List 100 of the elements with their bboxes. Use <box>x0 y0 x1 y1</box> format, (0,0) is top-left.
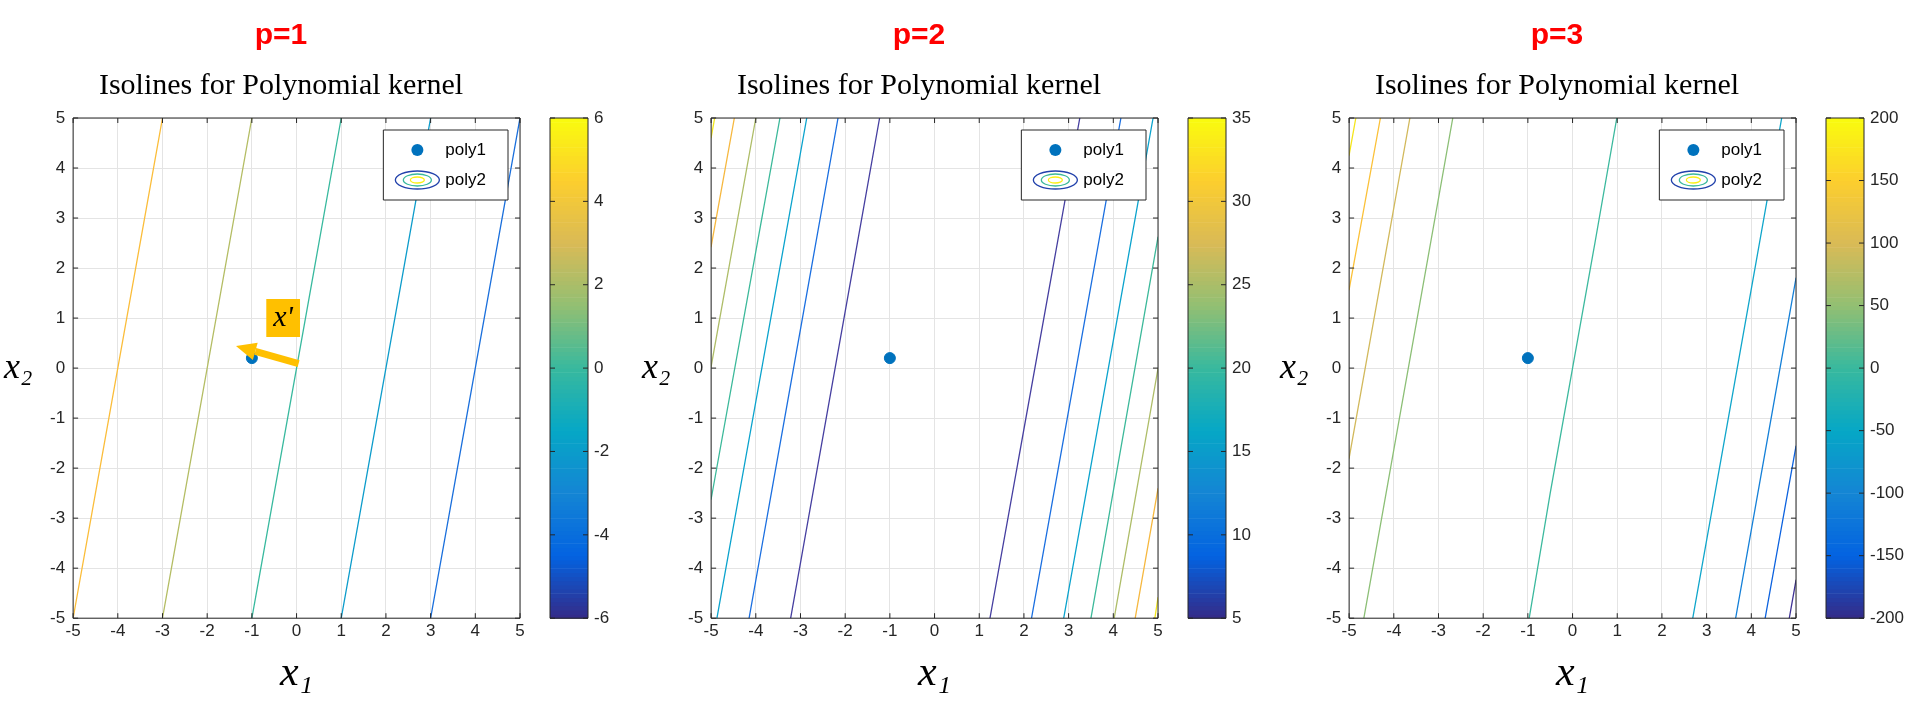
x-axis-title: x₁ <box>916 647 952 694</box>
x-tick-label: 4 <box>1108 621 1119 641</box>
color-bar-label: -2 <box>594 441 610 461</box>
x-tick-label: -1 <box>244 621 260 641</box>
y-axis-title: x₂ <box>641 345 671 386</box>
color-bar-label: -100 <box>1870 482 1905 502</box>
y-tick-label: 5 <box>1331 107 1342 127</box>
x-tick-label: -4 <box>110 621 126 641</box>
color-bar-label: 25 <box>1232 274 1251 294</box>
y-tick-label: 4 <box>693 157 704 177</box>
y-tick-label: -3 <box>687 507 704 527</box>
color-bar-label: 50 <box>1870 295 1889 315</box>
x-tick-label: 2 <box>1657 621 1667 641</box>
x-tick-label: 4 <box>1746 621 1757 641</box>
x-tick-label: 3 <box>1701 621 1712 641</box>
y-tick-label: 3 <box>1331 207 1342 227</box>
color-bar-label: -200 <box>1870 607 1905 627</box>
color-bar-label: 2 <box>594 274 604 294</box>
color-bar-label: 100 <box>1870 232 1899 252</box>
color-bar-label: 0 <box>594 357 604 377</box>
chart-subtitle: Isolines for Polynomial kernel <box>736 66 1102 100</box>
y-tick-label: 1 <box>693 307 704 327</box>
x-tick-label: -4 <box>748 621 764 641</box>
x-tick-label: -3 <box>154 621 171 641</box>
x-tick-label: -1 <box>1520 621 1536 641</box>
legend-label: poly2 <box>1721 169 1762 189</box>
chart-subtitle: Isolines for Polynomial kernel <box>1374 66 1740 100</box>
y-tick-label: 4 <box>1331 157 1342 177</box>
y-tick-label: 5 <box>55 107 66 127</box>
color-bar-label: -50 <box>1870 420 1895 440</box>
y-tick-label: 0 <box>693 357 704 377</box>
y-tick-label: -1 <box>1325 407 1342 427</box>
y-tick-label: -4 <box>1325 557 1342 577</box>
x-tick-label: -2 <box>199 621 215 641</box>
color-bar-label: -150 <box>1870 545 1905 565</box>
color-bar-label: 6 <box>594 107 604 127</box>
y-tick-label: 3 <box>55 207 66 227</box>
y-tick-label: -4 <box>687 557 704 577</box>
color-bar-label: 30 <box>1232 191 1251 211</box>
x-tick-label: -2 <box>837 621 853 641</box>
y-tick-label: -1 <box>687 407 704 427</box>
x-tick-label: -4 <box>1386 621 1402 641</box>
y-tick-label: 2 <box>55 257 66 277</box>
x-tick-label: 3 <box>425 621 436 641</box>
chart-title: p=1 <box>254 17 308 51</box>
x-tick-label: -3 <box>1430 621 1447 641</box>
x-tick-label: 1 <box>1612 621 1622 641</box>
y-tick-label: -2 <box>49 457 66 477</box>
x-tick-label: 5 <box>1153 621 1163 641</box>
color-bar-label: -6 <box>594 607 610 627</box>
y-tick-label: -2 <box>687 457 704 477</box>
y-axis-title: x₂ <box>3 345 33 386</box>
x-tick-label: 4 <box>470 621 481 641</box>
legend-label: poly1 <box>445 139 486 159</box>
y-tick-label: 2 <box>1331 257 1342 277</box>
x-tick-label: 1 <box>336 621 346 641</box>
y-tick-label: -5 <box>1325 607 1342 627</box>
y-tick-label: 1 <box>55 307 66 327</box>
x-tick-label: -2 <box>1475 621 1491 641</box>
x-tick-label: 1 <box>974 621 984 641</box>
legend-label: poly2 <box>1083 169 1124 189</box>
chart-title: p=2 <box>892 17 946 51</box>
x-tick-label: 0 <box>929 621 940 641</box>
legend-label: poly1 <box>1083 139 1124 159</box>
color-bar-label: 150 <box>1870 170 1899 190</box>
color-bar-label: -4 <box>594 524 610 544</box>
x-axis-title: x₁ <box>1554 647 1590 694</box>
annotation: x' <box>272 298 294 332</box>
chart-title: p=3 <box>1530 17 1584 51</box>
y-tick-label: 3 <box>693 207 704 227</box>
y-tick-label: -5 <box>687 607 704 627</box>
y-tick-label: 5 <box>693 107 704 127</box>
x-tick-label: 3 <box>1063 621 1074 641</box>
color-bar-label: 200 <box>1870 107 1899 127</box>
x-tick-label: -1 <box>882 621 898 641</box>
y-tick-label: -4 <box>49 557 66 577</box>
color-bar-label: 0 <box>1870 357 1880 377</box>
color-bar-label: 35 <box>1232 107 1251 127</box>
x-tick-label: 2 <box>1019 621 1029 641</box>
y-tick-label: 4 <box>55 157 66 177</box>
y-tick-label: 0 <box>55 357 66 377</box>
x-tick-label: 0 <box>1567 621 1578 641</box>
y-tick-label: 0 <box>1331 357 1342 377</box>
y-tick-label: -3 <box>49 507 66 527</box>
color-bar-label: 5 <box>1232 607 1242 627</box>
color-bar-label: 20 <box>1232 357 1251 377</box>
legend-label: poly1 <box>1721 139 1762 159</box>
x-tick-label: 2 <box>381 621 391 641</box>
y-tick-label: -3 <box>1325 507 1342 527</box>
x-axis-title: x₁ <box>278 647 314 694</box>
x-tick-label: 0 <box>291 621 302 641</box>
x-tick-label: 5 <box>515 621 525 641</box>
color-bar-label: 10 <box>1232 524 1251 544</box>
x-tick-label: -3 <box>792 621 809 641</box>
color-bar-label: 15 <box>1232 441 1251 461</box>
chart-subtitle: Isolines for Polynomial kernel <box>98 66 464 100</box>
y-axis-title: x₂ <box>1279 345 1309 386</box>
color-bar-label: 4 <box>594 191 604 211</box>
y-tick-label: -2 <box>1325 457 1342 477</box>
y-tick-label: 1 <box>1331 307 1342 327</box>
